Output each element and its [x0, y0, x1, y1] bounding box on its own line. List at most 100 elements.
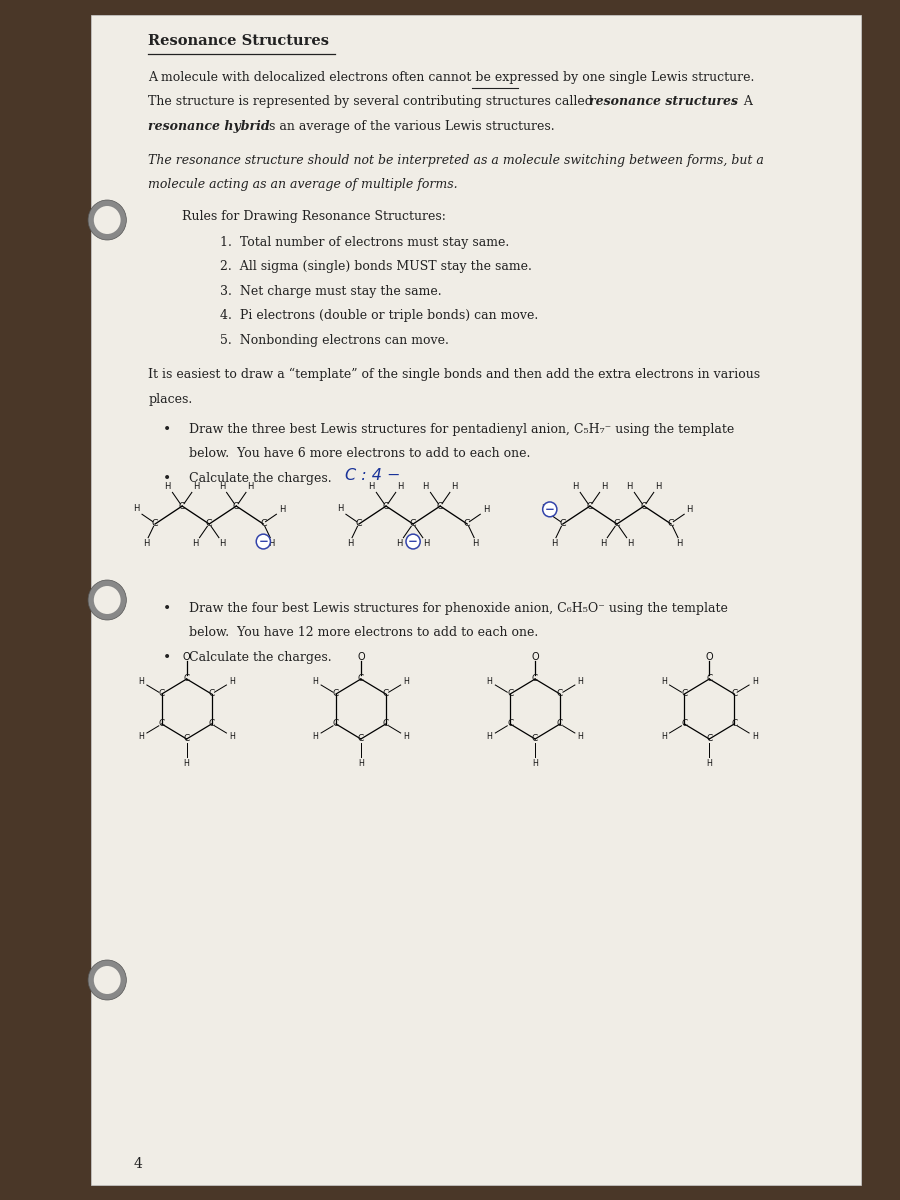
Text: C: C: [357, 734, 364, 744]
Text: Calculate the charges.: Calculate the charges.: [189, 650, 331, 664]
Text: C: C: [209, 690, 215, 698]
Circle shape: [88, 580, 126, 620]
Text: C: C: [184, 734, 190, 744]
Text: C: C: [532, 674, 538, 684]
Text: •: •: [163, 422, 171, 436]
Text: H: H: [687, 505, 693, 515]
Text: The resonance structure should not be interpreted as a molecule switching betwee: The resonance structure should not be in…: [148, 154, 764, 167]
Text: H: H: [600, 539, 607, 548]
Text: H: H: [347, 539, 354, 548]
Text: H: H: [451, 482, 458, 491]
Text: H: H: [578, 677, 583, 686]
Text: C: C: [410, 520, 417, 528]
Text: C: C: [557, 720, 563, 728]
Circle shape: [406, 534, 420, 548]
Text: H: H: [541, 504, 547, 512]
Text: Calculate the charges.: Calculate the charges.: [189, 472, 339, 485]
Text: The structure is represented by several contributing structures called: The structure is represented by several …: [148, 96, 598, 108]
Text: H: H: [552, 539, 558, 548]
Text: H: H: [706, 760, 712, 768]
Text: 1.  Total number of electrons must stay same.: 1. Total number of electrons must stay s…: [220, 236, 509, 248]
Circle shape: [94, 966, 121, 994]
Text: −: −: [544, 503, 554, 516]
Text: H: H: [752, 732, 758, 740]
Text: below.  You have 12 more electrons to add to each one.: below. You have 12 more electrons to add…: [189, 626, 538, 640]
Text: A molecule with delocalized electrons often cannot be expressed by one single Le: A molecule with delocalized electrons of…: [148, 71, 755, 84]
Text: H: H: [194, 482, 200, 491]
Text: C: C: [706, 734, 713, 744]
Text: Rules for Drawing Resonance Structures:: Rules for Drawing Resonance Structures:: [182, 210, 446, 223]
Text: H: H: [482, 505, 489, 515]
Text: −: −: [409, 535, 418, 548]
Text: H: H: [279, 505, 285, 515]
Text: Resonance Structures: Resonance Structures: [148, 34, 329, 48]
Text: •: •: [163, 650, 171, 664]
Text: C: C: [206, 520, 212, 528]
Text: H: H: [676, 539, 683, 548]
Text: C: C: [184, 674, 190, 684]
Circle shape: [543, 502, 557, 517]
Text: H: H: [397, 539, 403, 548]
Text: C: C: [681, 690, 688, 698]
Text: H: H: [472, 539, 479, 548]
Text: resonance hybrid: resonance hybrid: [148, 120, 270, 133]
Circle shape: [256, 534, 270, 548]
Text: H: H: [312, 677, 319, 686]
Text: •: •: [163, 470, 171, 485]
Text: •: •: [163, 601, 171, 614]
Text: C: C: [158, 690, 165, 698]
Text: is an average of the various Lewis structures.: is an average of the various Lewis struc…: [261, 120, 555, 133]
Text: It is easiest to draw a “template” of the single bonds and then add the extra el: It is easiest to draw a “template” of th…: [148, 368, 760, 382]
Text: H: H: [358, 760, 364, 768]
Circle shape: [94, 206, 121, 234]
Text: C: C: [382, 690, 389, 698]
Text: 2.  All sigma (single) bonds MUST stay the same.: 2. All sigma (single) bonds MUST stay th…: [220, 260, 532, 274]
Text: C: C: [333, 690, 339, 698]
Text: C: C: [382, 720, 389, 728]
Text: H: H: [138, 732, 144, 740]
Text: O: O: [706, 652, 713, 662]
Text: H: H: [248, 482, 254, 491]
Text: C : 4 −: C : 4 −: [345, 468, 400, 482]
Text: places.: places.: [148, 392, 193, 406]
Text: H: H: [578, 732, 583, 740]
Text: H: H: [230, 677, 235, 686]
Text: H: H: [487, 732, 492, 740]
Text: C: C: [507, 720, 513, 728]
Text: C: C: [560, 520, 566, 528]
Text: 3.  Net charge must stay the same.: 3. Net charge must stay the same.: [220, 284, 442, 298]
Text: C: C: [209, 720, 215, 728]
Text: C: C: [557, 690, 563, 698]
Circle shape: [94, 586, 121, 614]
Text: H: H: [487, 677, 492, 686]
Text: H: H: [423, 539, 429, 548]
Text: O: O: [531, 652, 539, 662]
Text: C: C: [158, 720, 165, 728]
Text: C: C: [152, 520, 158, 528]
Text: H: H: [143, 539, 150, 548]
Text: H: H: [338, 504, 344, 512]
Text: C: C: [706, 674, 713, 684]
Text: H: H: [312, 732, 319, 740]
Text: H: H: [368, 482, 374, 491]
Text: resonance structures: resonance structures: [589, 96, 738, 108]
Circle shape: [88, 960, 126, 1000]
Text: 4: 4: [134, 1157, 143, 1171]
Text: C: C: [333, 720, 339, 728]
Text: H: H: [601, 482, 608, 491]
Text: 4.  Pi electrons (double or triple bonds) can move.: 4. Pi electrons (double or triple bonds)…: [220, 310, 538, 323]
Text: C: C: [641, 502, 647, 510]
Text: C: C: [356, 520, 363, 528]
Text: C: C: [668, 520, 674, 528]
Text: H: H: [627, 539, 634, 548]
Text: C: C: [614, 520, 620, 528]
Text: H: H: [655, 482, 661, 491]
Text: C: C: [507, 690, 513, 698]
Text: C: C: [731, 720, 737, 728]
Text: H: H: [133, 504, 140, 512]
Text: C: C: [681, 720, 688, 728]
Text: H: H: [184, 760, 190, 768]
Text: H: H: [268, 539, 274, 548]
Text: C: C: [233, 502, 239, 510]
Text: C: C: [587, 502, 593, 510]
